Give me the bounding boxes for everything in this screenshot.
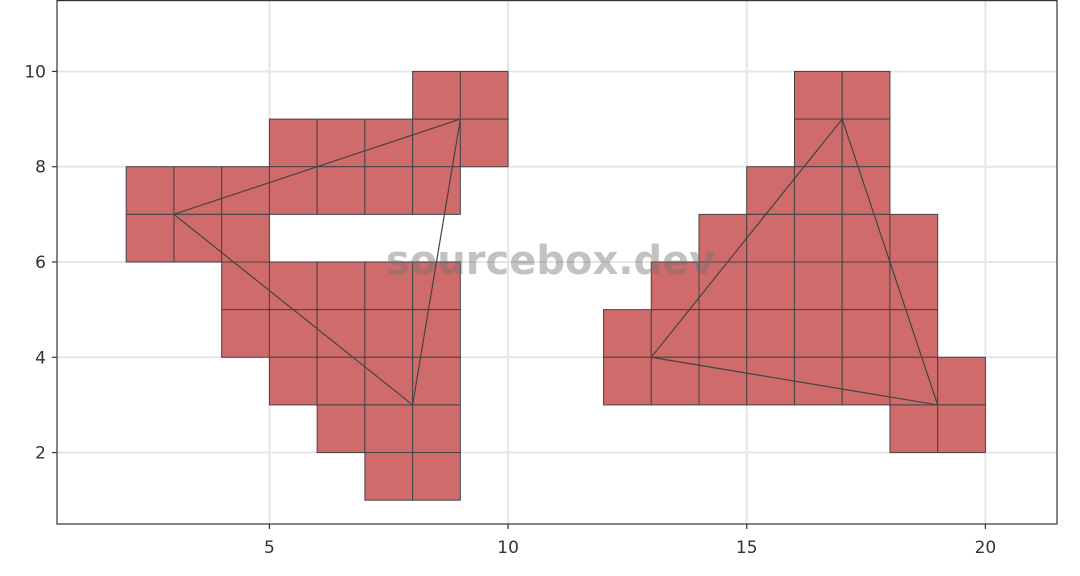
raster-cell [793,356,843,406]
raster-cell [268,309,318,358]
raster-cell [698,356,748,406]
triangle-outlines [172,117,939,407]
raster-cell [793,166,843,215]
raster-cell [316,166,366,215]
raster-cells [125,70,986,501]
raster-cell [221,309,270,358]
raster-cell [173,213,223,263]
raster-cell [793,309,843,358]
raster-cell [841,356,891,406]
raster-cell [698,261,748,311]
raster-cell [412,166,461,215]
raster-cell [746,261,795,311]
raster-cell [364,404,414,454]
x-tick-label: 5 [264,538,275,558]
y-tick-label: 6 [35,253,46,273]
y-axis: 2 4 6 8 10 [24,62,57,464]
raster-cell [459,70,509,120]
raster-cell [364,356,414,406]
raster-cell [412,309,461,358]
raster-cell [793,213,843,263]
raster-cell [221,261,270,311]
raster-cell [793,70,843,120]
raster-cell [316,404,366,454]
raster-cell [841,213,891,263]
y-tick-label: 2 [35,444,46,464]
raster-cell [746,356,795,406]
raster-cell [316,356,366,406]
raster-cell [173,166,223,215]
raster-cell [889,261,939,311]
raster-cell [841,261,891,311]
raster-cell [459,118,509,168]
raster-cell [698,213,748,263]
raster-cell [268,166,318,215]
raster-cell [698,309,748,358]
raster-cell [841,118,891,168]
raster-cell [746,309,795,358]
y-tick-label: 10 [24,62,46,82]
raster-cell [364,452,414,501]
y-tick-label: 4 [35,348,46,368]
raster-cell [937,356,986,406]
raster-cell [125,213,175,263]
raster-cell [412,404,461,454]
raster-cell [125,166,175,215]
raster-cell [268,261,318,311]
x-tick-label: 15 [736,538,758,558]
raster-cell [316,118,366,168]
raster-cell [364,309,414,358]
raster-cell [603,356,652,406]
raster-cell [316,309,366,358]
raster-cell [412,452,461,501]
triangle-outline [172,118,462,407]
y-tick-label: 8 [35,158,46,178]
raster-cell [937,404,986,454]
raster-cell [412,70,461,120]
raster-cell [793,118,843,168]
raster-cell [650,309,700,358]
raster-cell [841,70,891,120]
raster-cell [746,213,795,263]
raster-cell [603,309,652,358]
triangle-outline [650,117,939,406]
raster-cell [412,261,461,311]
raster-cell [650,356,700,406]
raster-cell [268,118,318,168]
raster-cell [841,309,891,358]
x-axis: 5 10 15 20 [264,524,996,558]
raster-cell [889,213,939,263]
x-tick-label: 10 [497,538,519,558]
raster-cell [793,261,843,311]
raster-cell [746,166,795,215]
raster-cell [889,404,939,454]
raster-cell [221,213,270,263]
raster-cell [364,261,414,311]
raster-cell [364,166,414,215]
x-tick-label: 20 [975,538,997,558]
raster-cell [268,356,318,406]
raster-cell [650,261,700,311]
raster-cell [316,261,366,311]
